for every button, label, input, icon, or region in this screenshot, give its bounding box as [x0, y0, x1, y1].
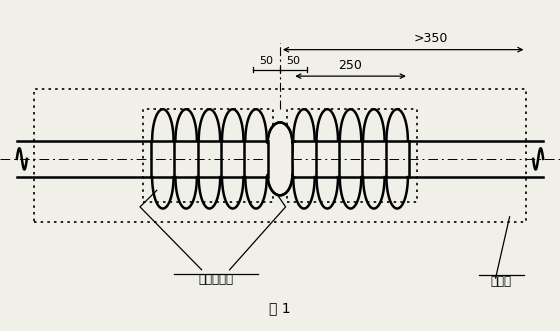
- Bar: [34, 89, 526, 222]
- Text: >350: >350: [414, 32, 449, 45]
- Text: 图 1: 图 1: [269, 301, 291, 315]
- Text: 50: 50: [286, 56, 300, 66]
- Bar: [287, 109, 417, 202]
- Ellipse shape: [267, 122, 293, 195]
- Text: 250: 250: [339, 59, 362, 72]
- Text: 50: 50: [259, 56, 273, 66]
- Text: 绳式加热器: 绳式加热器: [198, 273, 233, 286]
- Text: 保温区: 保温区: [491, 275, 512, 288]
- Bar: [143, 109, 273, 202]
